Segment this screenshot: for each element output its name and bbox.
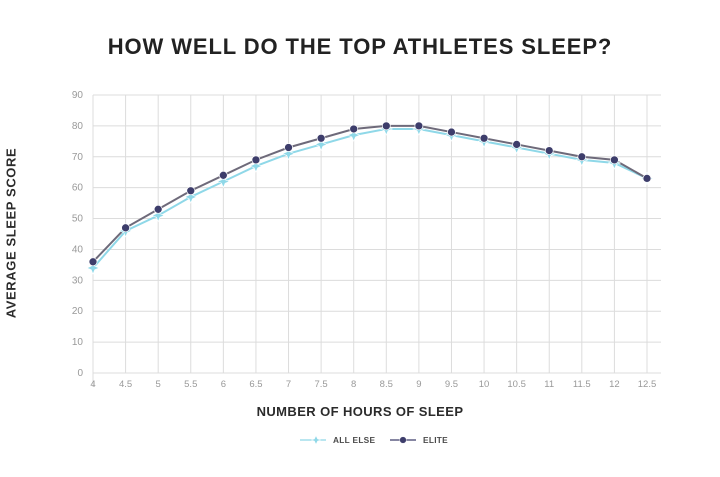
- svg-text:5.5: 5.5: [184, 379, 197, 390]
- svg-text:0: 0: [77, 368, 83, 379]
- svg-text:8: 8: [351, 379, 356, 390]
- svg-text:9: 9: [416, 379, 421, 390]
- svg-text:90: 90: [72, 90, 84, 101]
- svg-text:10: 10: [72, 337, 84, 348]
- svg-text:10: 10: [479, 379, 490, 390]
- svg-text:4.5: 4.5: [119, 379, 132, 390]
- svg-text:11: 11: [544, 379, 554, 390]
- svg-text:7: 7: [286, 379, 291, 390]
- svg-text:80: 80: [72, 121, 84, 132]
- svg-text:4: 4: [90, 379, 95, 390]
- svg-text:5: 5: [156, 379, 161, 390]
- svg-text:12: 12: [609, 379, 620, 390]
- svg-text:9.5: 9.5: [445, 379, 458, 390]
- svg-text:40: 40: [72, 244, 84, 255]
- svg-text:10.5: 10.5: [507, 379, 526, 390]
- svg-text:12.5: 12.5: [638, 379, 657, 390]
- svg-text:ALL ELSE: ALL ELSE: [333, 435, 376, 445]
- svg-text:70: 70: [72, 152, 84, 163]
- svg-text:6: 6: [221, 379, 226, 390]
- svg-text:50: 50: [72, 214, 84, 225]
- svg-text:11.5: 11.5: [573, 379, 591, 390]
- svg-text:ELITE: ELITE: [423, 435, 448, 445]
- svg-text:6.5: 6.5: [249, 379, 262, 390]
- svg-text:7.5: 7.5: [315, 379, 328, 390]
- svg-text:20: 20: [72, 306, 84, 317]
- svg-text:8.5: 8.5: [380, 379, 393, 390]
- svg-text:60: 60: [72, 183, 84, 194]
- svg-text:30: 30: [72, 275, 84, 286]
